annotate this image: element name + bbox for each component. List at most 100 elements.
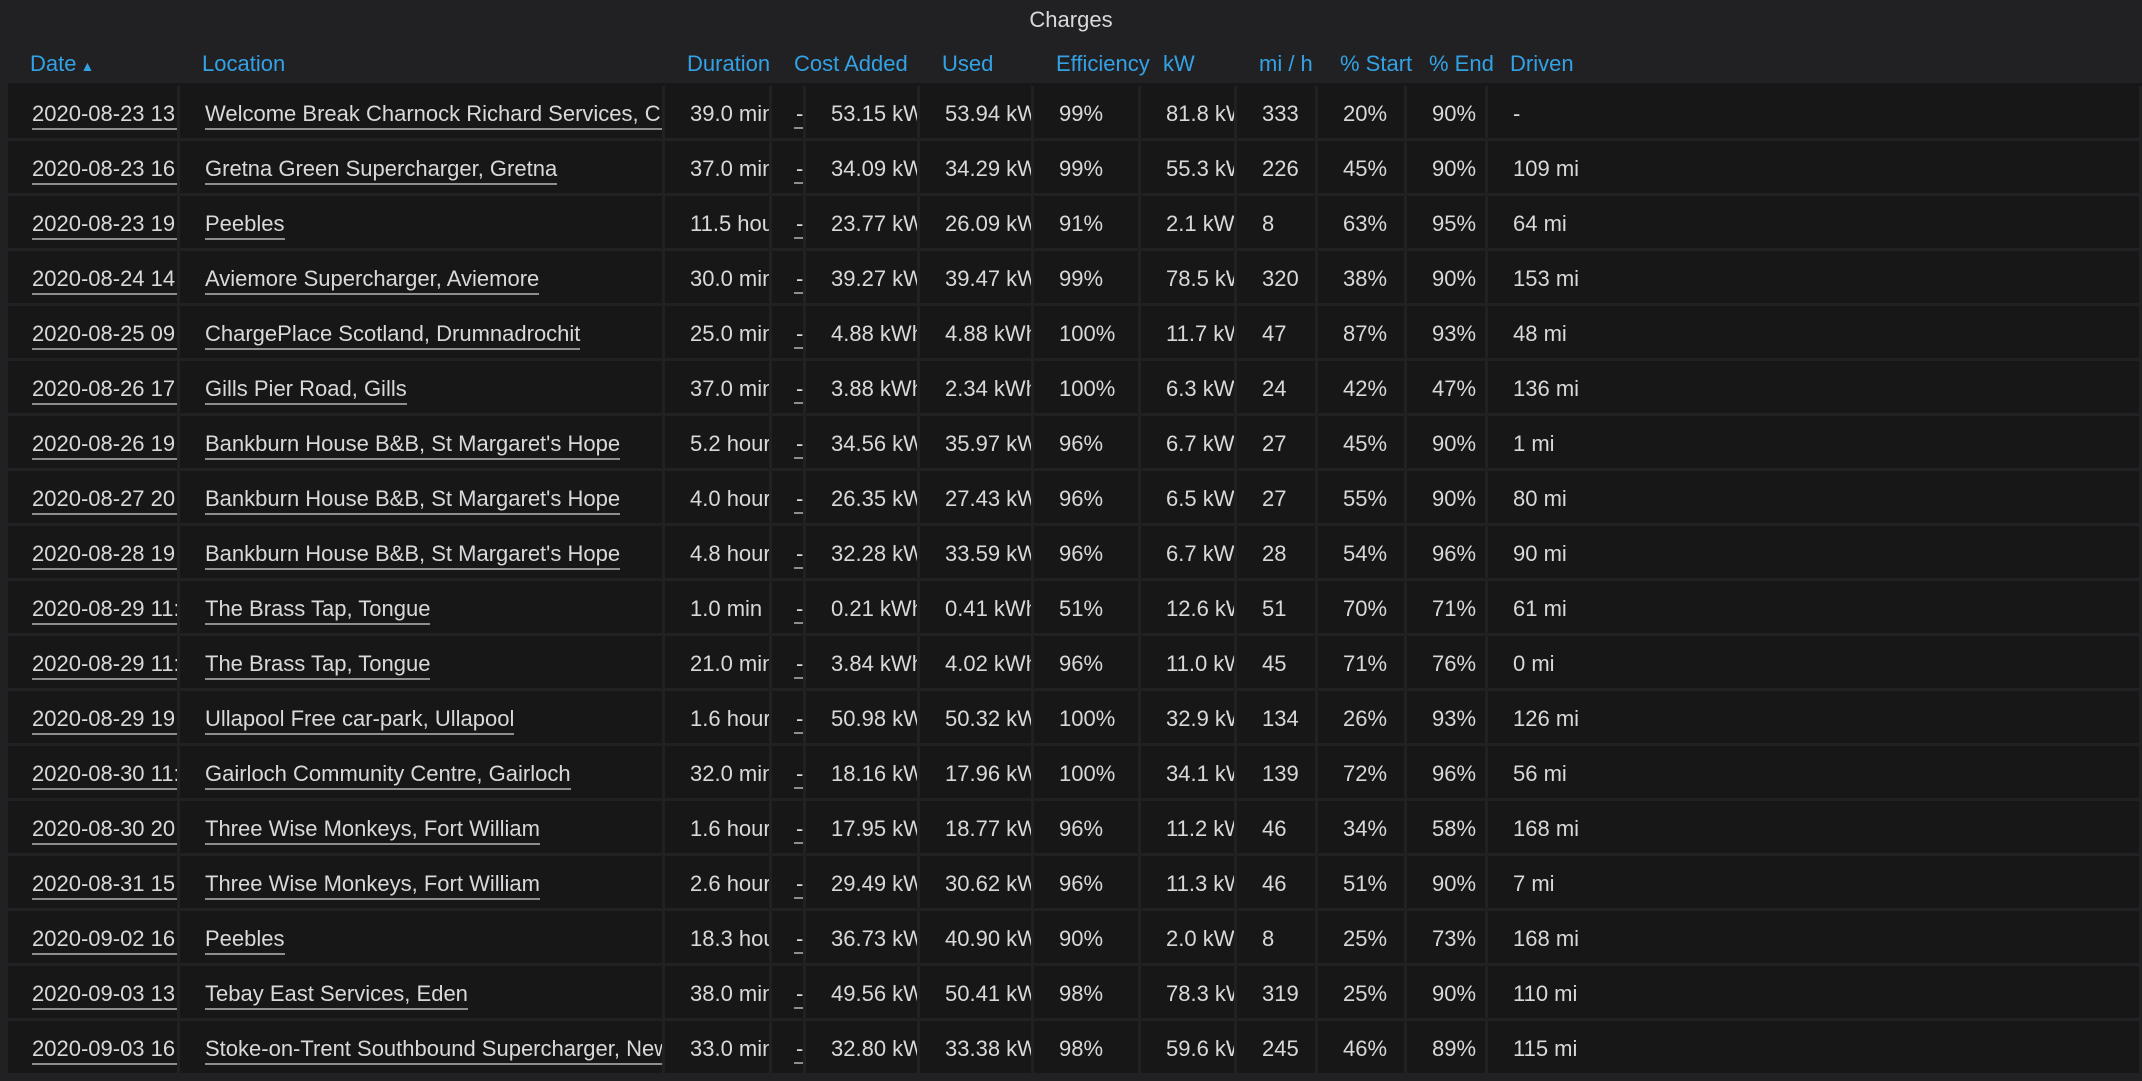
column-header-duration[interactable]: Duration [665,44,772,86]
date-link[interactable]: 2020-08-25 09:47:16 [32,320,177,350]
location-link[interactable]: Bankburn House B&B, St Margaret's Hope [205,540,621,570]
cost-link[interactable]: - [794,375,803,404]
location-link[interactable]: Ullapool Free car-park, Ullapool [205,705,515,735]
date-link[interactable]: 2020-08-23 19:16:38 [32,210,177,240]
date-link[interactable]: 2020-08-31 15:55:04 [32,870,177,900]
location-link[interactable]: Welcome Break Charnock Richard Services,… [205,100,662,130]
location-link[interactable]: Gairloch Community Centre, Gairloch [205,760,571,790]
location-link[interactable]: The Brass Tap, Tongue [205,650,431,680]
column-header-location[interactable]: Location [180,44,665,86]
date-link[interactable]: 2020-08-26 17:19:40 [32,375,177,405]
column-header-efficiency[interactable]: Efficiency [1034,44,1150,86]
start-cell: 20% [1318,86,1407,141]
column-header-start[interactable]: % Start [1318,44,1412,86]
date-link[interactable]: 2020-08-29 11:22:40 [32,650,177,680]
location-link[interactable]: Tebay East Services, Eden [205,980,468,1010]
location-cell: The Brass Tap, Tongue [180,581,665,636]
table-row: 2020-08-26 19:52:36 Bankburn House B&B, S… [8,416,2142,471]
mph-cell: 8 [1237,911,1318,966]
date-link[interactable]: 2020-08-29 19:23:09 [32,705,177,735]
efficiency-cell: 91% [1034,196,1141,251]
date-link[interactable]: 2020-08-30 11:38:11 [32,760,177,790]
kw-cell: 11.7 kW [1141,306,1237,361]
used-cell: 17.96 kWh [920,746,1034,801]
start-cell: 71% [1318,636,1407,691]
date-cell: 2020-08-29 11:22:40 [8,636,180,691]
cost-link[interactable]: - [794,925,803,954]
date-cell: 2020-08-24 14:15:41 [8,251,180,306]
date-link[interactable]: 2020-08-26 19:52:36 [32,430,177,460]
date-link[interactable]: 2020-08-23 16:41:21 [32,155,177,185]
column-header-mph[interactable]: mi / h [1237,44,1318,86]
cost-link[interactable]: - [794,540,803,569]
cost-link[interactable]: - [794,760,803,789]
cost-link[interactable]: - [794,210,803,239]
table-row: 2020-08-26 17:19:40 Gills Pier Road, Gill… [8,361,2142,416]
efficiency-cell: 100% [1034,746,1141,801]
cost-link[interactable]: - [794,320,803,349]
date-link[interactable]: 2020-08-29 11:15:43 [32,595,177,625]
end-cell: 47% [1407,361,1488,416]
date-link[interactable]: 2020-09-03 16:54:22 [32,1035,177,1065]
cost-link[interactable]: - [794,485,803,514]
location-cell: Stoke-on-Trent Southbound Supercharger, … [180,1021,665,1076]
column-header-date[interactable]: Date ▲ [8,44,180,86]
cost-link[interactable]: - [794,1035,803,1064]
location-link[interactable]: Peebles [205,210,285,240]
location-link[interactable]: ChargePlace Scotland, Drumnadrochit [205,320,581,350]
location-link[interactable]: Three Wise Monkeys, Fort William [205,870,540,900]
column-header-end[interactable]: % End [1407,44,1494,86]
location-link[interactable]: Stoke-on-Trent Southbound Supercharger, … [205,1035,662,1065]
table-row: 2020-08-23 19:16:38 Peebles 11.5 hour-23.7… [8,196,2142,251]
location-link[interactable]: Bankburn House B&B, St Margaret's Hope [205,430,621,460]
cost-link[interactable]: - [794,595,803,624]
cost-link[interactable]: - [794,430,803,459]
efficiency-cell: 98% [1034,966,1141,1021]
column-header-cost-added[interactable]: Cost Added [772,44,920,86]
column-header-used[interactable]: Used [920,44,1034,86]
location-link[interactable]: The Brass Tap, Tongue [205,595,431,625]
mph-cell: 134 [1237,691,1318,746]
cost-link[interactable]: - [794,870,803,899]
location-link[interactable]: Gills Pier Road, Gills [205,375,407,405]
cost-link[interactable]: - [794,815,803,844]
date-link[interactable]: 2020-08-28 19:15:57 [32,540,177,570]
column-header-kw[interactable]: kW [1141,44,1237,86]
cost-cell: - [772,746,806,801]
mph-cell: 226 [1237,141,1318,196]
cost-link[interactable]: - [794,100,803,129]
kw-cell: 78.3 kW [1141,966,1237,1021]
location-link[interactable]: Aviemore Supercharger, Aviemore [205,265,540,295]
date-link[interactable]: 2020-09-03 13:19:26 [32,980,177,1010]
date-link[interactable]: 2020-08-30 20:58:55 [32,815,177,845]
date-cell: 2020-08-23 19:16:38 [8,196,180,251]
date-link[interactable]: 2020-09-02 16:05:59 [32,925,177,955]
location-cell: Bankburn House B&B, St Margaret's Hope [180,526,665,581]
end-cell: 90% [1407,471,1488,526]
location-link[interactable]: Gretna Green Supercharger, Gretna [205,155,558,185]
location-link[interactable]: Bankburn House B&B, St Margaret's Hope [205,485,621,515]
location-cell: Three Wise Monkeys, Fort William [180,856,665,911]
kw-cell: 6.7 kW [1141,526,1237,581]
duration-cell: 33.0 min [665,1021,772,1076]
duration-cell: 25.0 min [665,306,772,361]
date-link[interactable]: 2020-08-27 20:54:46 [32,485,177,515]
mph-cell: 319 [1237,966,1318,1021]
location-link[interactable]: Peebles [205,925,285,955]
cost-link[interactable]: - [794,265,803,294]
cost-link[interactable]: - [794,650,803,679]
cost-link[interactable]: - [794,155,803,184]
location-cell: Peebles [180,911,665,966]
cost-link[interactable]: - [794,705,803,734]
cost-cell: - [772,1021,806,1076]
column-header-driven[interactable]: Driven [1488,44,2142,86]
location-cell: Gairloch Community Centre, Gairloch [180,746,665,801]
duration-cell: 2.6 hour [665,856,772,911]
cost-link[interactable]: - [794,980,803,1009]
added-cell: 0.21 kWh [806,581,920,636]
location-link[interactable]: Three Wise Monkeys, Fort William [205,815,540,845]
end-cell: 90% [1407,856,1488,911]
date-link[interactable]: 2020-08-23 13:48:56 [32,100,177,130]
sort-ascending-icon: ▲ [80,57,95,74]
date-link[interactable]: 2020-08-24 14:15:41 [32,265,177,295]
